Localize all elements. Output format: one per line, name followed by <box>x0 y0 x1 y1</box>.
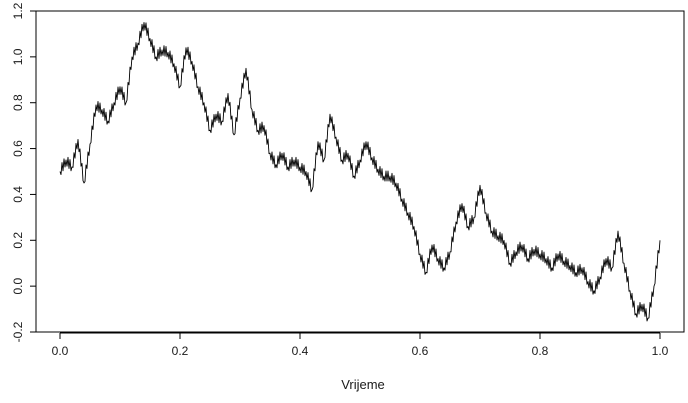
x-tick-label: 0.2 <box>172 344 189 358</box>
y-tick-label: 0.6 <box>11 140 25 157</box>
y-tick-label: 1.2 <box>11 2 25 19</box>
y-tick-label: 0.4 <box>11 186 25 203</box>
y-tick-label: -0.2 <box>11 321 25 342</box>
x-tick-label: 0.6 <box>412 344 429 358</box>
x-axis-title: Vrijeme <box>341 377 385 392</box>
x-tick-label: 0.8 <box>532 344 549 358</box>
y-tick-label: 0.0 <box>11 277 25 294</box>
series-line <box>59 22 661 322</box>
y-axis: -0.2 0.0 0.2 0.4 0.6 0.8 1.0 1.2 <box>11 2 37 342</box>
x-tick-label: 0.0 <box>52 344 69 358</box>
x-axis: 0.0 0.2 0.4 0.6 0.8 1.0 <box>52 332 669 358</box>
y-tick-label: 1.0 <box>11 48 25 65</box>
y-tick-label: 0.8 <box>11 94 25 111</box>
x-tick-label: 0.4 <box>292 344 309 358</box>
x-tick-label: 1.0 <box>652 344 669 358</box>
y-tick-label: 0.2 <box>11 232 25 249</box>
